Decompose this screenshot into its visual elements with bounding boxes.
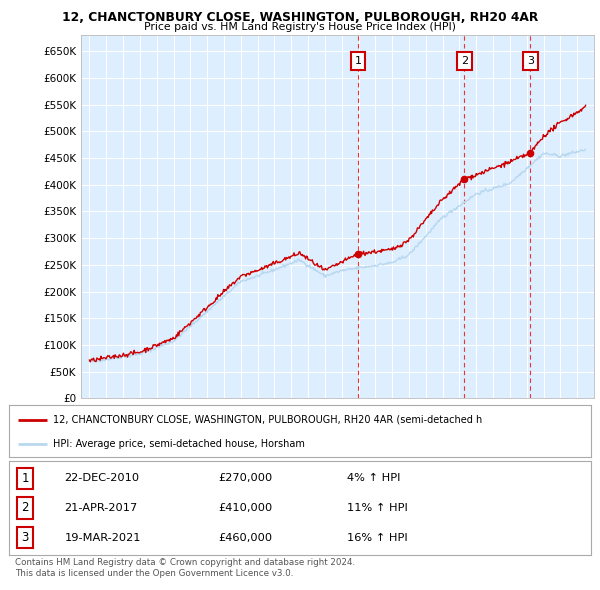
Text: 16% ↑ HPI: 16% ↑ HPI	[347, 533, 407, 543]
Text: £460,000: £460,000	[218, 533, 272, 543]
Text: Price paid vs. HM Land Registry's House Price Index (HPI): Price paid vs. HM Land Registry's House …	[144, 22, 456, 32]
Text: Contains HM Land Registry data © Crown copyright and database right 2024.: Contains HM Land Registry data © Crown c…	[15, 558, 355, 566]
Text: £410,000: £410,000	[218, 503, 273, 513]
Text: 3: 3	[22, 532, 29, 545]
Text: 1: 1	[355, 56, 362, 66]
Text: 2: 2	[22, 502, 29, 514]
Text: 12, CHANCTONBURY CLOSE, WASHINGTON, PULBOROUGH, RH20 4AR (semi-detached h: 12, CHANCTONBURY CLOSE, WASHINGTON, PULB…	[53, 415, 482, 425]
Text: HPI: Average price, semi-detached house, Horsham: HPI: Average price, semi-detached house,…	[53, 440, 305, 449]
Text: 4% ↑ HPI: 4% ↑ HPI	[347, 473, 400, 483]
Text: 1: 1	[22, 471, 29, 484]
Text: 22-DEC-2010: 22-DEC-2010	[64, 473, 139, 483]
Text: This data is licensed under the Open Government Licence v3.0.: This data is licensed under the Open Gov…	[15, 569, 293, 578]
Text: 3: 3	[527, 56, 534, 66]
Text: £270,000: £270,000	[218, 473, 273, 483]
Text: 21-APR-2017: 21-APR-2017	[64, 503, 137, 513]
Text: 19-MAR-2021: 19-MAR-2021	[64, 533, 141, 543]
Text: 11% ↑ HPI: 11% ↑ HPI	[347, 503, 407, 513]
Text: 12, CHANCTONBURY CLOSE, WASHINGTON, PULBOROUGH, RH20 4AR: 12, CHANCTONBURY CLOSE, WASHINGTON, PULB…	[62, 11, 538, 24]
Text: 2: 2	[461, 56, 468, 66]
